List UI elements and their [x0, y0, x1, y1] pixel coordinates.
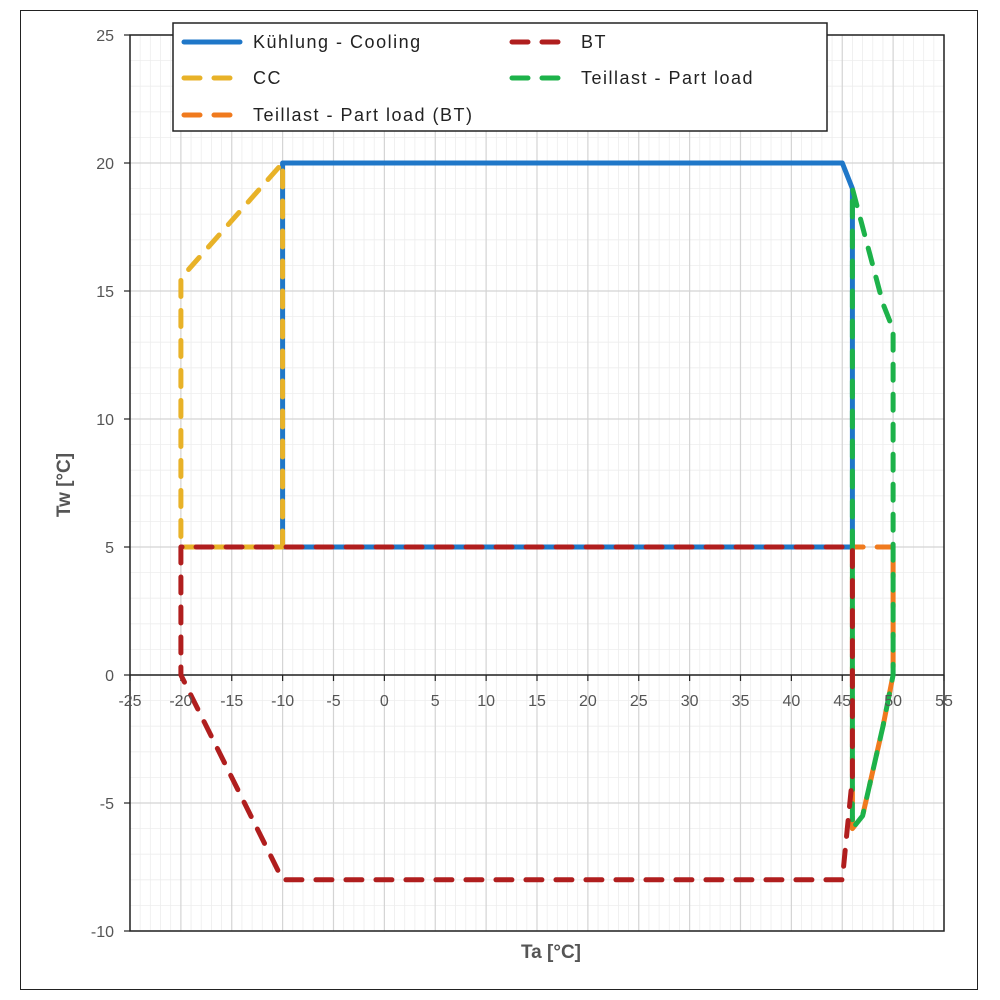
x-tick-label: -5: [326, 693, 340, 710]
x-tick-label: 55: [935, 693, 953, 710]
x-tick-label: 50: [884, 693, 902, 710]
x-tick-label: 5: [431, 693, 440, 710]
x-tick-label: 30: [681, 693, 699, 710]
x-tick-label: 25: [630, 693, 648, 710]
x-tick-label: 45: [833, 693, 851, 710]
x-tick-label: 40: [782, 693, 800, 710]
y-tick-label: 15: [96, 284, 114, 301]
x-tick-label: -15: [220, 693, 243, 710]
x-tick-label: -20: [169, 693, 192, 710]
y-tick-label: 10: [96, 412, 114, 429]
x-axis-title: Ta [°C]: [521, 942, 581, 963]
legend: Kühlung - Cooling BT CC Teillast - Part loa…: [172, 22, 828, 132]
x-tick-label: 10: [477, 693, 495, 710]
legend-label: Kühlung - Cooling: [253, 32, 422, 52]
x-tick-label: -10: [271, 693, 294, 710]
legend-box: [172, 22, 828, 132]
series-line-1: [280, 160, 855, 550]
tick-labels: -25 -20 -15 -10 -5 0 5 10 15 20 25 30 35 40 45 50 55-10-…: [91, 28, 953, 941]
legend-label: Teillast - Part load: [581, 68, 754, 88]
y-tick-label: 5: [105, 540, 114, 557]
y-axis-title: Tw [°C]: [54, 453, 75, 517]
series-line-4: [849, 186, 896, 832]
series-layer: [178, 160, 896, 883]
legend-label: BT: [581, 32, 607, 52]
y-tick-label: 25: [96, 28, 114, 45]
series-line-3: [178, 160, 286, 550]
y-tick-label: -10: [91, 924, 114, 941]
x-tick-label: 15: [528, 693, 546, 710]
x-tick-label: 0: [380, 693, 389, 710]
y-tick-label: -5: [100, 796, 114, 813]
x-tick-label: 35: [732, 693, 750, 710]
y-tick-label: 20: [96, 156, 114, 173]
x-tick-label: -25: [118, 693, 141, 710]
legend-label: Teillast - Part load (BT): [253, 105, 474, 125]
axes: [124, 34, 945, 932]
y-tick-label: 0: [105, 668, 114, 685]
series-line-2: [178, 544, 855, 883]
legend-label: CC: [253, 68, 282, 88]
minor-grid: [130, 35, 944, 931]
x-tick-label: 20: [579, 693, 597, 710]
